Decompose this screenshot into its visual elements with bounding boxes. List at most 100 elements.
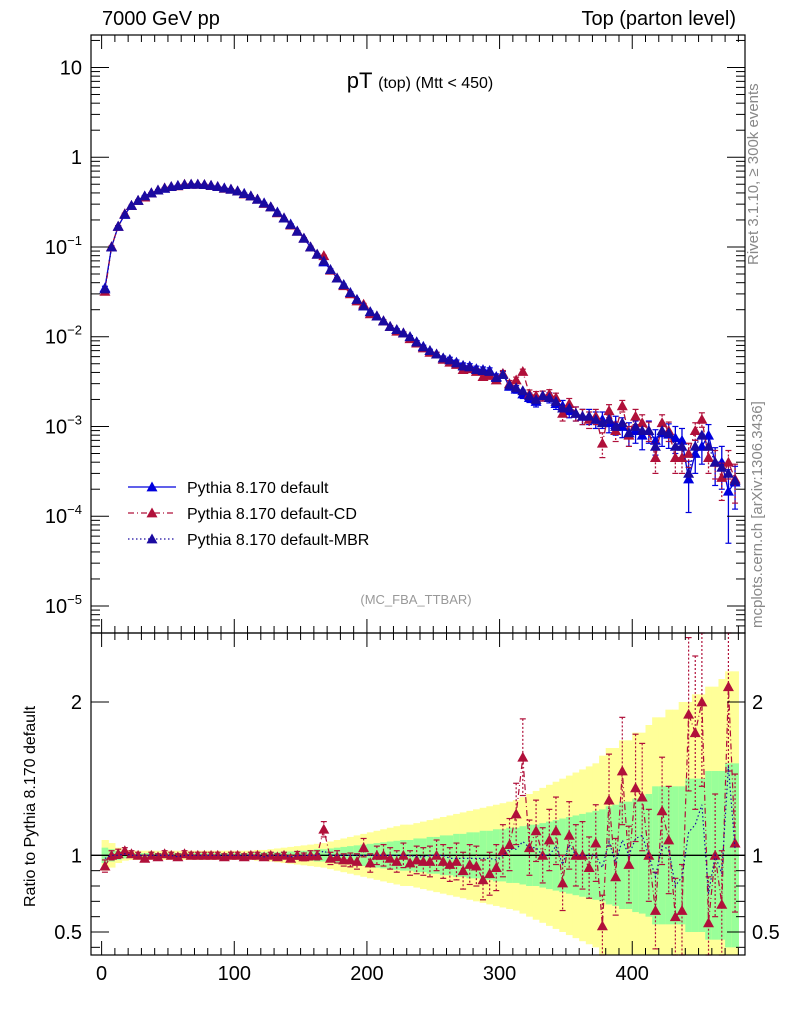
data-point <box>265 201 277 212</box>
data-point <box>344 287 356 298</box>
data-point <box>271 206 283 217</box>
data-point <box>689 425 701 435</box>
data-point <box>225 183 237 194</box>
data-point <box>424 345 436 356</box>
ratio-point <box>404 857 416 868</box>
data-point <box>444 354 456 365</box>
ratio-frame-box <box>90 632 746 956</box>
main-panel-ticks: 10 1 10−1 10−2 10−3 10−4 10−5 <box>45 35 745 633</box>
ratio-point <box>716 898 728 909</box>
ratio-y-tick-label-left: 2 <box>71 692 82 714</box>
y-tick-label: 10−3 <box>45 412 82 438</box>
data-point <box>630 420 642 431</box>
data-point <box>696 429 708 440</box>
ratio-point <box>232 849 244 860</box>
data-point <box>397 327 409 338</box>
ratio-point <box>311 849 323 860</box>
ratio-point <box>722 681 734 692</box>
y-tick-label: 10−4 <box>45 502 82 528</box>
ratio-y-tick-label-right: 0.5 <box>752 922 780 944</box>
data-point <box>106 241 118 252</box>
data-point <box>683 447 695 458</box>
data-point <box>338 279 350 290</box>
data-point <box>669 432 681 443</box>
rivet-label: Rivet 3.1.10, ≥ 300k events <box>745 83 762 265</box>
ratio-point <box>464 859 476 869</box>
x-tick-label: 400 <box>616 963 649 985</box>
data-point <box>450 357 462 368</box>
data-point <box>371 310 383 321</box>
ratio-point <box>351 855 363 866</box>
data-point <box>590 413 602 424</box>
ratio-point <box>504 839 516 849</box>
ratio-point <box>364 857 376 868</box>
ratio-point <box>112 848 124 859</box>
ratio-point <box>139 852 151 863</box>
data-point <box>99 283 111 294</box>
data-point <box>457 360 469 371</box>
ratio-point <box>132 849 144 860</box>
data-point <box>251 193 263 204</box>
data-point <box>663 427 675 438</box>
ratio-panel-ticks: 2 2 1 1 0.5 0.5 0 100 200 300 400 <box>54 633 780 985</box>
y-tick-label: 1 <box>71 147 82 169</box>
ratio-point <box>663 834 675 845</box>
data-point <box>119 208 131 219</box>
data-point <box>484 365 496 376</box>
ratio-point <box>696 696 708 707</box>
data-point <box>596 417 608 428</box>
data-point <box>683 467 695 478</box>
ratio-y-tick-label-right: 1 <box>752 845 763 867</box>
ratio-point <box>557 877 569 888</box>
data-point <box>258 197 270 208</box>
data-point <box>722 485 734 496</box>
data-point <box>384 320 396 331</box>
data-point <box>112 220 124 231</box>
ratio-point <box>703 917 715 928</box>
data-point <box>616 417 628 428</box>
data-point <box>358 300 370 311</box>
data-point <box>630 410 642 421</box>
ratio-point <box>265 849 277 860</box>
data-point <box>649 452 661 463</box>
data-point <box>510 374 522 385</box>
ratio-y-axis-label: Ratio to Pythia 8.170 default <box>22 705 39 907</box>
main-panel-series <box>99 178 741 544</box>
data-point <box>351 293 363 304</box>
data-point <box>198 179 210 190</box>
plot-title: pT (top) (Mtt < 450) <box>347 68 494 93</box>
ratio-point <box>391 855 403 866</box>
data-point <box>550 395 562 406</box>
data-point <box>464 361 476 372</box>
x-tick-label: 100 <box>218 963 251 985</box>
ratio-point <box>649 905 661 915</box>
data-point <box>497 368 509 379</box>
ratio-point <box>397 849 409 860</box>
ratio-point <box>152 851 164 862</box>
data-point <box>404 331 416 342</box>
ratio-y-tick-label-left: 0.5 <box>54 922 82 944</box>
data-point <box>722 456 734 467</box>
ratio-point <box>484 868 496 879</box>
x-tick-label: 0 <box>96 963 107 985</box>
y-tick-label: 10−2 <box>45 323 82 349</box>
ratio-line-1 <box>104 766 736 894</box>
legend-marker-0 <box>146 481 158 492</box>
data-point <box>212 181 224 192</box>
ratio-point <box>616 765 628 776</box>
ratio-point <box>444 859 456 869</box>
data-point <box>238 188 250 199</box>
y-tick-exponent: −4 <box>67 502 82 517</box>
data-point <box>696 413 708 424</box>
data-point <box>689 440 701 451</box>
ratio-point <box>550 825 562 836</box>
ratio-point <box>683 708 695 719</box>
data-point <box>311 248 323 259</box>
ratio-point <box>159 848 171 859</box>
data-point <box>318 255 330 266</box>
ratio-point <box>179 848 191 859</box>
ratio-point <box>378 849 390 860</box>
data-point <box>324 264 336 274</box>
data-point <box>716 461 728 472</box>
